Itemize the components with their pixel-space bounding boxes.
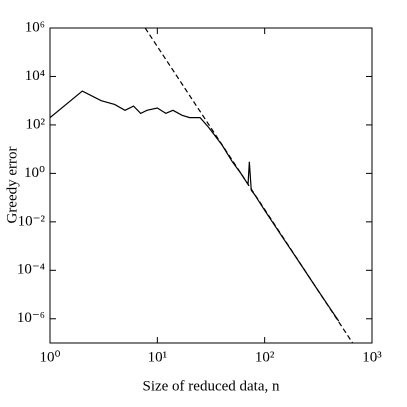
x-tick-label: 10² — [255, 349, 275, 365]
x-tick-label: 10³ — [362, 349, 382, 365]
x-axis-label: Size of reduced data, n — [142, 378, 280, 394]
y-tick-label: 10⁶ — [25, 19, 45, 35]
y-tick-label: 10² — [26, 116, 46, 132]
y-axis-label: Greedy error — [4, 146, 20, 223]
x-tick-label: 10¹ — [148, 349, 168, 365]
y-tick-label: 10⁴ — [25, 68, 45, 84]
plot-frame — [49, 27, 373, 344]
y-tick-label: 10⁻⁴ — [17, 262, 45, 278]
x-tick-label: 10⁰ — [39, 349, 60, 365]
y-tick-label: 10⁰ — [24, 165, 45, 181]
y-tick-label: 10⁻⁶ — [17, 310, 45, 326]
dashed-line — [144, 28, 354, 343]
line — [50, 90, 340, 322]
y-tick-label: 10⁻² — [18, 213, 46, 229]
